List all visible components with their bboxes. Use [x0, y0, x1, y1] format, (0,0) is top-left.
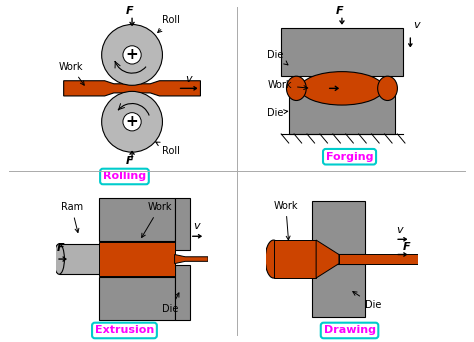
Text: Roll: Roll: [156, 142, 180, 156]
Text: Die: Die: [267, 50, 288, 65]
Ellipse shape: [54, 244, 64, 274]
Polygon shape: [316, 240, 339, 278]
Text: F: F: [126, 156, 134, 166]
Polygon shape: [64, 81, 201, 96]
Text: Roll: Roll: [158, 15, 180, 32]
Text: Work: Work: [142, 202, 172, 237]
Ellipse shape: [265, 240, 282, 278]
FancyBboxPatch shape: [289, 88, 395, 134]
FancyBboxPatch shape: [59, 244, 101, 274]
Polygon shape: [174, 254, 208, 264]
FancyBboxPatch shape: [99, 242, 174, 276]
FancyBboxPatch shape: [99, 198, 174, 241]
Circle shape: [101, 25, 163, 85]
Text: v: v: [413, 19, 420, 29]
Ellipse shape: [378, 76, 397, 101]
Circle shape: [101, 91, 163, 152]
Text: v: v: [193, 221, 200, 231]
Text: v: v: [185, 74, 192, 84]
Text: Ram: Ram: [61, 202, 83, 233]
Text: Die: Die: [267, 108, 288, 118]
Text: Forging: Forging: [326, 152, 374, 162]
FancyBboxPatch shape: [281, 28, 403, 76]
Text: Die: Die: [163, 293, 179, 314]
Text: F: F: [57, 244, 64, 253]
Circle shape: [123, 46, 141, 64]
Text: +: +: [126, 48, 138, 62]
Ellipse shape: [300, 71, 384, 105]
Ellipse shape: [286, 76, 306, 101]
Circle shape: [123, 113, 141, 131]
Text: F: F: [126, 6, 134, 16]
FancyBboxPatch shape: [273, 240, 316, 278]
Text: Die: Die: [353, 292, 381, 310]
FancyBboxPatch shape: [174, 265, 190, 320]
FancyBboxPatch shape: [311, 201, 365, 254]
Text: F: F: [336, 6, 344, 16]
Text: Rolling: Rolling: [103, 171, 146, 182]
Text: Work: Work: [267, 80, 308, 90]
Text: Work: Work: [59, 62, 84, 85]
Text: Work: Work: [273, 201, 298, 240]
Text: Extrusion: Extrusion: [95, 326, 154, 336]
FancyBboxPatch shape: [99, 277, 174, 320]
FancyBboxPatch shape: [174, 198, 190, 250]
Text: F: F: [403, 242, 410, 252]
Text: Drawing: Drawing: [324, 326, 375, 336]
FancyBboxPatch shape: [339, 254, 418, 264]
FancyBboxPatch shape: [311, 264, 365, 317]
Text: v: v: [397, 225, 403, 235]
Text: +: +: [126, 114, 138, 129]
